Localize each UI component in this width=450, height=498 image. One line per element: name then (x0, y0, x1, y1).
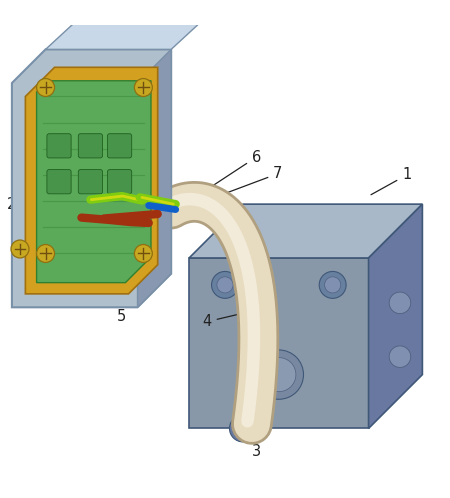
Text: 7: 7 (223, 166, 283, 194)
Text: 3: 3 (252, 411, 261, 459)
FancyBboxPatch shape (47, 170, 71, 194)
FancyBboxPatch shape (78, 170, 103, 194)
FancyBboxPatch shape (108, 170, 132, 194)
Text: 5: 5 (117, 288, 132, 324)
Circle shape (254, 350, 303, 399)
Polygon shape (138, 49, 171, 307)
Circle shape (135, 79, 153, 97)
FancyBboxPatch shape (78, 133, 103, 158)
Polygon shape (369, 204, 423, 428)
FancyBboxPatch shape (47, 133, 71, 158)
Circle shape (319, 271, 346, 298)
Circle shape (135, 245, 153, 262)
Polygon shape (45, 22, 200, 49)
Text: 2: 2 (7, 197, 29, 214)
Circle shape (36, 245, 54, 262)
Text: 4: 4 (202, 313, 243, 329)
Circle shape (389, 346, 411, 368)
Circle shape (324, 277, 341, 293)
Circle shape (212, 271, 239, 298)
Polygon shape (36, 81, 151, 283)
Circle shape (262, 358, 296, 391)
Polygon shape (189, 258, 369, 428)
Circle shape (217, 277, 233, 293)
Circle shape (389, 292, 411, 314)
Circle shape (36, 79, 54, 97)
Text: 8: 8 (9, 103, 35, 121)
Circle shape (230, 415, 256, 442)
Circle shape (11, 240, 29, 258)
Text: 6: 6 (213, 149, 261, 186)
Polygon shape (25, 67, 157, 294)
Polygon shape (12, 49, 171, 307)
FancyBboxPatch shape (108, 133, 132, 158)
Polygon shape (189, 204, 423, 258)
Text: 1: 1 (371, 167, 411, 195)
Text: 9: 9 (100, 44, 126, 79)
